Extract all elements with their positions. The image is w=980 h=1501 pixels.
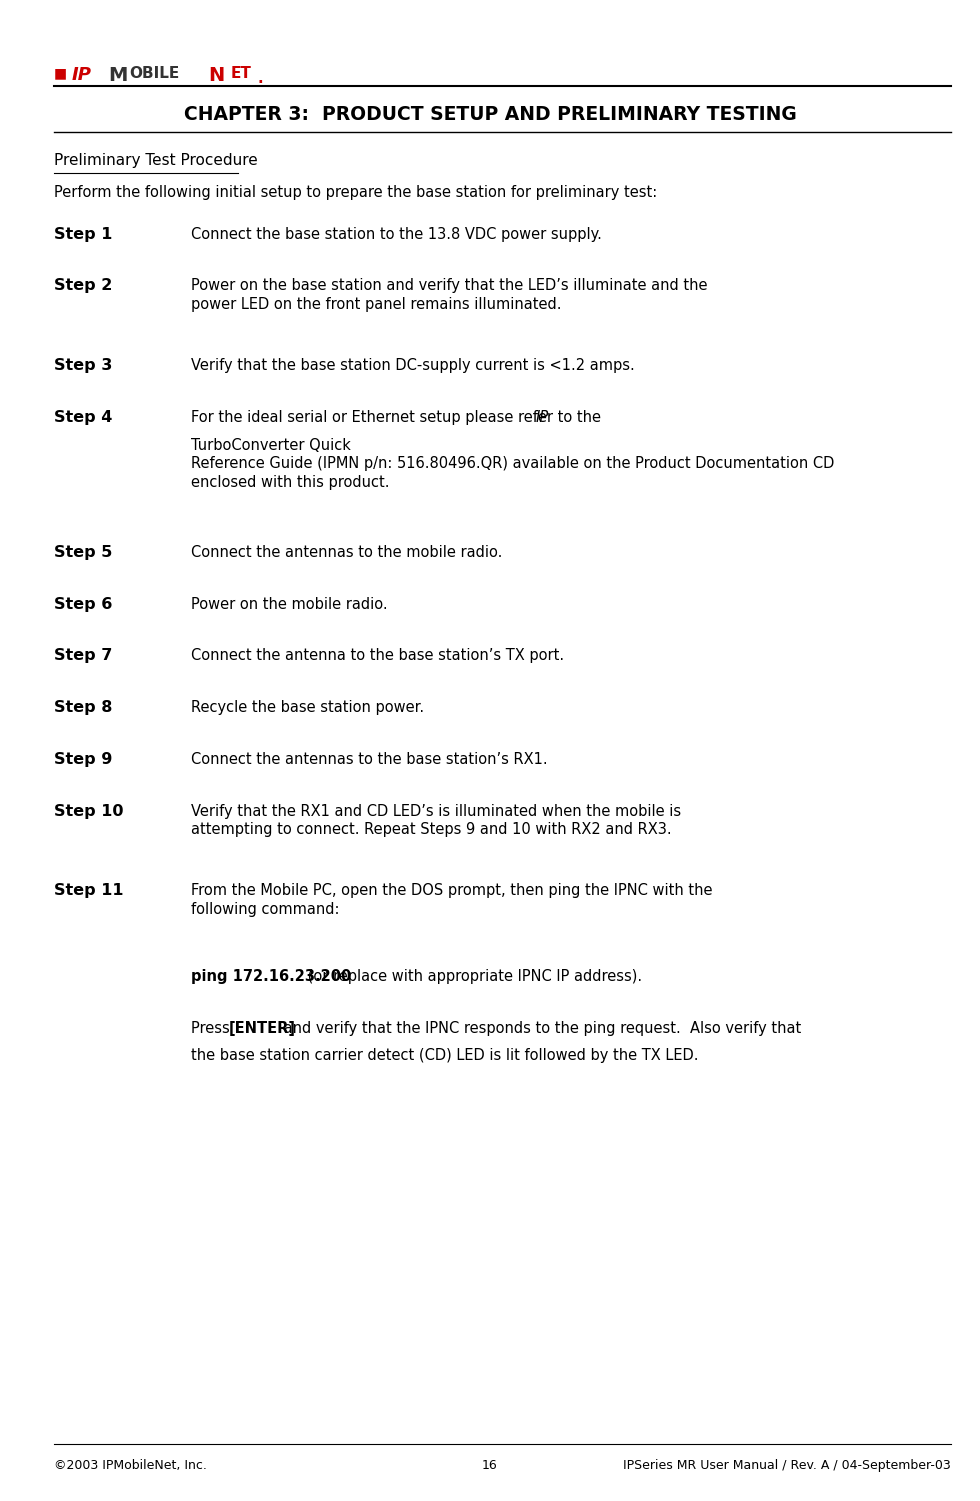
Text: Step 11: Step 11 xyxy=(54,883,123,898)
Text: Step 7: Step 7 xyxy=(54,648,113,663)
Text: CHAPTER 3:  PRODUCT SETUP AND PRELIMINARY TESTING: CHAPTER 3: PRODUCT SETUP AND PRELIMINARY… xyxy=(183,105,797,125)
Text: Perform the following initial setup to prepare the base station for preliminary : Perform the following initial setup to p… xyxy=(54,185,658,200)
Text: Step 6: Step 6 xyxy=(54,596,113,611)
Text: Step 9: Step 9 xyxy=(54,752,113,767)
Text: TurboConverter Quick
Reference Guide (IPMN p/n: 516.80496.QR) available on the P: TurboConverter Quick Reference Guide (IP… xyxy=(191,438,835,489)
Text: the base station carrier detect (CD) LED is lit followed by the TX LED.: the base station carrier detect (CD) LED… xyxy=(191,1048,699,1063)
Text: Step 2: Step 2 xyxy=(54,279,113,293)
Text: For the ideal serial or Ethernet setup please refer to the: For the ideal serial or Ethernet setup p… xyxy=(191,410,611,425)
Text: Connect the base station to the 13.8 VDC power supply.: Connect the base station to the 13.8 VDC… xyxy=(191,227,602,242)
Text: ping 172.16.23.200: ping 172.16.23.200 xyxy=(191,968,352,983)
Text: Press: Press xyxy=(191,1021,234,1036)
Text: 16: 16 xyxy=(482,1459,498,1472)
Text: .: . xyxy=(258,71,264,86)
Text: (or replace with appropriate IPNC IP address).: (or replace with appropriate IPNC IP add… xyxy=(303,968,642,983)
Text: Verify that the base station DC-supply current is <1.2 amps.: Verify that the base station DC-supply c… xyxy=(191,359,635,372)
Text: Preliminary Test Procedure: Preliminary Test Procedure xyxy=(54,153,258,168)
Text: ©2003 IPMobileNet, Inc.: ©2003 IPMobileNet, Inc. xyxy=(54,1459,207,1472)
Text: Connect the antennas to the base station’s RX1.: Connect the antennas to the base station… xyxy=(191,752,548,767)
Text: M: M xyxy=(108,66,127,86)
Text: IP: IP xyxy=(536,410,549,425)
Text: IPSeries MR User Manual / Rev. A / 04-September-03: IPSeries MR User Manual / Rev. A / 04-Se… xyxy=(623,1459,951,1472)
Text: Step 10: Step 10 xyxy=(54,803,123,818)
Text: IP: IP xyxy=(72,66,91,84)
Text: Power on the base station and verify that the LED’s illuminate and the
power LED: Power on the base station and verify tha… xyxy=(191,279,708,312)
Text: OBILE: OBILE xyxy=(129,66,179,81)
Text: ET: ET xyxy=(230,66,251,81)
Text: and verify that the IPNC responds to the ping request.  Also verify that: and verify that the IPNC responds to the… xyxy=(278,1021,801,1036)
Text: From the Mobile PC, open the DOS prompt, then ping the IPNC with the
following c: From the Mobile PC, open the DOS prompt,… xyxy=(191,883,712,917)
Text: Connect the antennas to the mobile radio.: Connect the antennas to the mobile radio… xyxy=(191,545,503,560)
Text: Step 3: Step 3 xyxy=(54,359,113,372)
Text: Step 1: Step 1 xyxy=(54,227,113,242)
Text: Recycle the base station power.: Recycle the base station power. xyxy=(191,699,424,714)
Text: Step 8: Step 8 xyxy=(54,699,113,714)
Text: Step 5: Step 5 xyxy=(54,545,113,560)
Text: Verify that the RX1 and CD LED’s is illuminated when the mobile is
attempting to: Verify that the RX1 and CD LED’s is illu… xyxy=(191,803,681,838)
Text: Connect the antenna to the base station’s TX port.: Connect the antenna to the base station’… xyxy=(191,648,564,663)
Text: ■: ■ xyxy=(54,66,67,80)
Text: N: N xyxy=(209,66,225,86)
Text: [ENTER]: [ENTER] xyxy=(228,1021,295,1036)
Text: Step 4: Step 4 xyxy=(54,410,113,425)
Text: Power on the mobile radio.: Power on the mobile radio. xyxy=(191,596,388,611)
